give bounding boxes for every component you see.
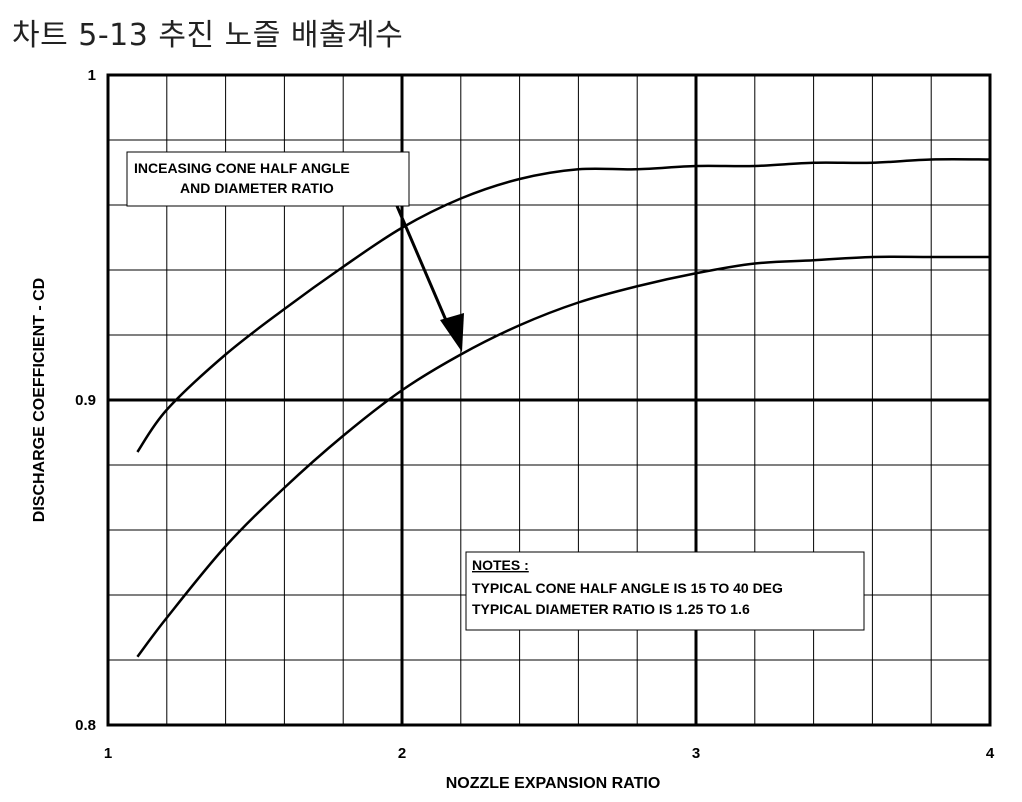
- x-tick-label: 3: [692, 745, 700, 762]
- page-title: 차트 5-13 추진 노즐 배출계수: [12, 18, 404, 53]
- series-line-1: [136, 158, 991, 453]
- series-lines: [136, 158, 991, 658]
- x-tick-label: 4: [986, 745, 995, 762]
- series-line-2: [136, 255, 990, 658]
- notes-frame: [465, 551, 865, 631]
- y-tick-label: 1: [88, 67, 96, 84]
- tick-labels: 1 2 3 4 0.8 0.9 1: [75, 67, 995, 762]
- notes-title: NOTES :: [472, 557, 529, 573]
- y-tick-label: 0.8: [75, 717, 96, 734]
- note-line-2: TYPICAL DIAMETER RATIO IS 1.25 TO 1.6: [472, 601, 750, 617]
- arrowhead: [440, 313, 464, 352]
- x-axis-label: NOZZLE EXPANSION RATIO: [446, 775, 661, 792]
- y-tick-label: 0.9: [75, 392, 96, 409]
- arrow-shaft: [395, 205, 453, 333]
- arrow-label-line1: INCEASING CONE HALF ANGLE: [134, 160, 350, 176]
- arrow-label-box: [126, 151, 410, 207]
- plot-frame: [106, 73, 992, 727]
- x-tick-label: 1: [104, 745, 112, 762]
- y-axis-label: DISCHARGE COEFFICIENT - CD: [31, 278, 48, 522]
- note-line-1: TYPICAL CONE HALF ANGLE IS 15 TO 40 DEG: [472, 580, 783, 596]
- arrow-label-line2: AND DIAMETER RATIO: [180, 180, 334, 196]
- arrow-annotation: INCEASING CONE HALF ANGLE AND DIAMETER R…: [126, 151, 464, 352]
- notes-box: NOTES : TYPICAL CONE HALF ANGLE IS 15 TO…: [465, 551, 865, 631]
- x-tick-label: 2: [398, 745, 406, 762]
